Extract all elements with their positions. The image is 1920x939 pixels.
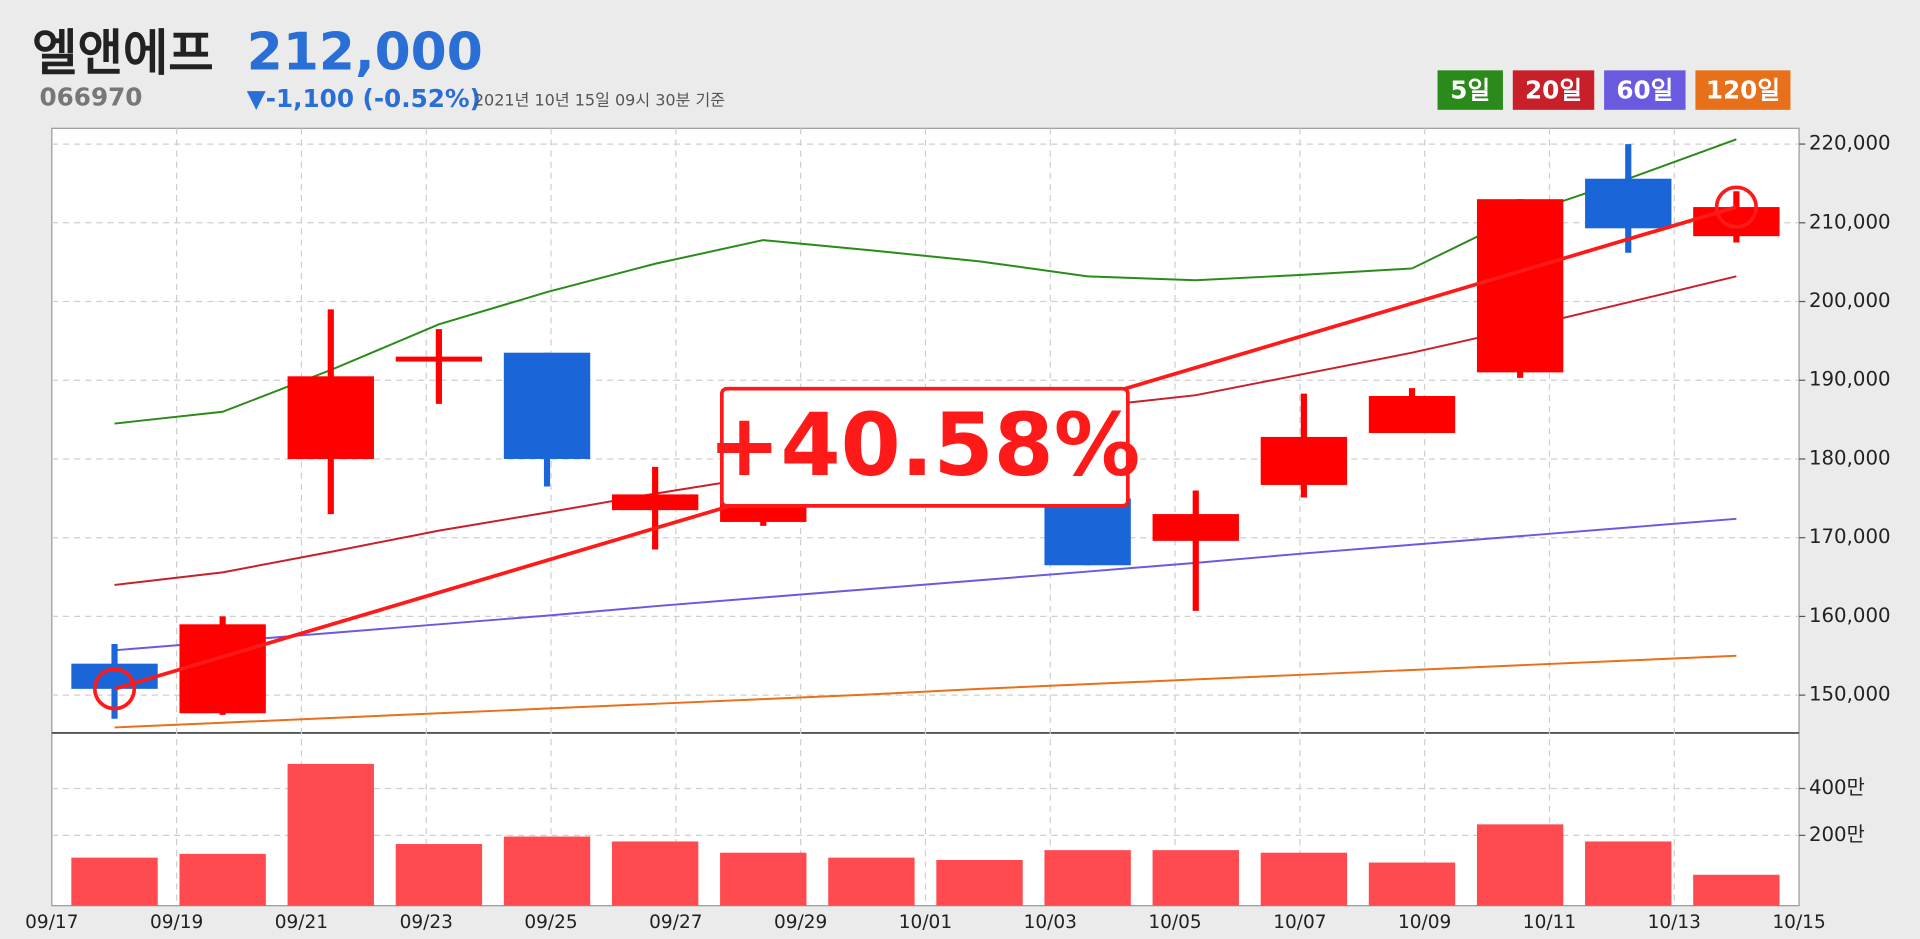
volume-bar (720, 852, 807, 906)
annotation-box (720, 386, 1130, 508)
legend-label[interactable]: 5일 (1450, 75, 1490, 104)
x-tick-label: 10/11 (1523, 912, 1576, 933)
volume-bar (828, 857, 915, 906)
volume-bar (395, 844, 483, 906)
candle-body (179, 624, 266, 714)
volume-bar (287, 763, 374, 906)
x-tick-label: 10/01 (899, 912, 952, 933)
x-tick-label: 10/07 (1273, 912, 1326, 933)
y-tick-label: 210,000 (1809, 210, 1891, 233)
legend-button[interactable] (1695, 70, 1791, 110)
x-tick-label: 10/13 (1648, 912, 1701, 933)
ma-line (114, 138, 1737, 425)
y-tick-label: 220,000 (1809, 132, 1891, 155)
volume-bar (1152, 850, 1239, 906)
legend-label[interactable]: 20일 (1525, 75, 1582, 104)
y-tick-label: 200,000 (1809, 289, 1891, 312)
x-tick-label: 09/27 (649, 912, 702, 933)
volume-bar (1476, 824, 1564, 906)
candle-body (503, 352, 591, 459)
ma-line (114, 654, 1737, 729)
y-tick-label: 170,000 (1809, 525, 1891, 548)
candle-body (1585, 178, 1672, 229)
volume-bar (1585, 841, 1672, 906)
price: 212,000 (247, 23, 483, 83)
volume-bar (179, 853, 266, 906)
x-tick-label: 09/23 (400, 912, 453, 933)
x-tick-label: 10/15 (1772, 912, 1825, 933)
stock-code: 066970 (39, 83, 142, 112)
ma-line (114, 517, 1737, 652)
x-tick-label: 09/25 (524, 912, 577, 933)
candle-body (1152, 514, 1239, 541)
x-tick-label: 10/09 (1398, 912, 1451, 933)
volume-tick-label: 400만 (1809, 776, 1865, 799)
candle-body (1260, 436, 1348, 485)
legend-button[interactable] (1512, 70, 1595, 110)
y-tick-label: 180,000 (1809, 446, 1891, 469)
candle-body (395, 356, 483, 362)
x-tick-label: 10/03 (1024, 912, 1077, 933)
volume-bar (611, 841, 699, 906)
x-tick-label: 10/05 (1148, 912, 1201, 933)
timestamp: 2021년 10년 15일 09시 30분 기준 (474, 91, 725, 110)
x-tick-label: 09/29 (774, 912, 827, 933)
x-tick-label: 09/17 (25, 912, 78, 933)
volume-tick-label: 200만 (1809, 823, 1865, 846)
annotation: +40.58% (708, 396, 1140, 496)
price-change: ▼-1,100 (-0.52%) (247, 84, 481, 113)
trend-start (92, 667, 137, 711)
volume-bar (1044, 850, 1131, 906)
y-tick-label: 150,000 (1809, 683, 1891, 706)
volume-bar (1368, 862, 1456, 906)
legend-button[interactable] (1437, 70, 1503, 110)
trend-end (1714, 185, 1758, 229)
volume-bar (936, 859, 1023, 906)
candle-body (1368, 395, 1456, 433)
candle-body (1693, 207, 1780, 237)
x-tick-label: 09/21 (275, 912, 328, 933)
legend-button[interactable] (1604, 70, 1686, 110)
legend-label[interactable]: 60일 (1616, 75, 1673, 104)
candle-body (1044, 498, 1131, 566)
x-tick-label: 09/19 (150, 912, 203, 933)
candle-body (611, 494, 699, 511)
volume-bar (1260, 852, 1348, 906)
candle-body (1476, 199, 1564, 373)
volume-bar (503, 836, 591, 906)
candle-body (287, 376, 374, 459)
stock-name: 엘앤에프 (32, 24, 214, 82)
volume-bar (1693, 874, 1780, 906)
y-tick-label: 190,000 (1809, 368, 1891, 391)
y-tick-label: 160,000 (1809, 604, 1891, 627)
volume-bar (71, 857, 158, 906)
legend-label[interactable]: 120일 (1706, 75, 1780, 104)
